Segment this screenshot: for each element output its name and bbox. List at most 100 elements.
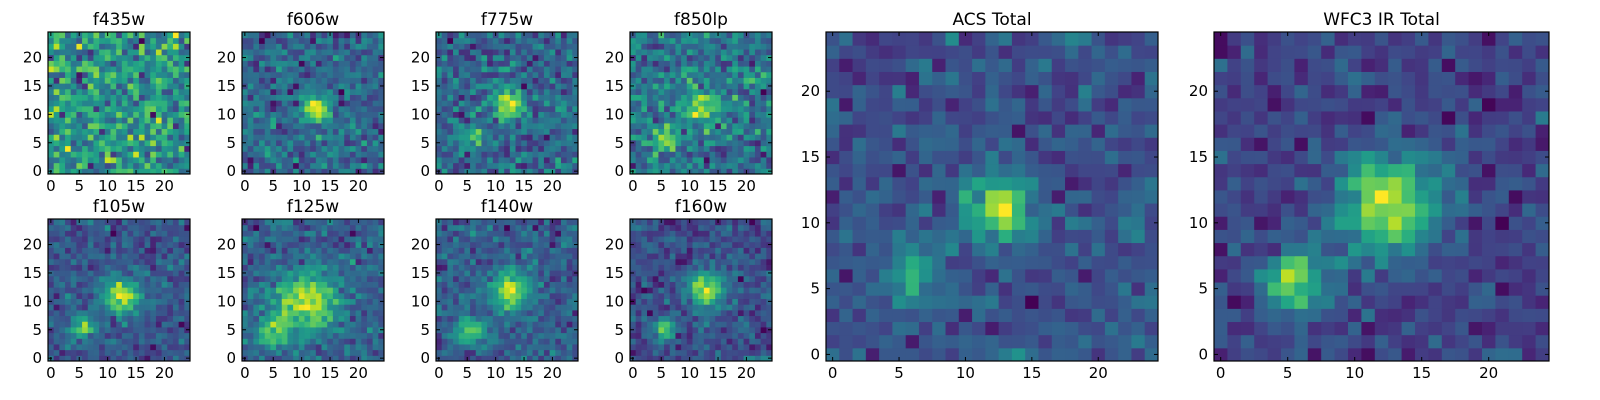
heatmap-cell bbox=[361, 94, 368, 101]
heatmap-cell bbox=[349, 355, 357, 362]
heatmap-cell bbox=[349, 134, 357, 141]
heatmap-cell bbox=[538, 309, 545, 317]
heatmap-cell bbox=[498, 117, 505, 124]
heatmap-cell bbox=[720, 60, 728, 67]
heatmap-cell bbox=[441, 355, 448, 362]
heatmap-cell bbox=[726, 151, 733, 158]
heatmap-cell bbox=[509, 66, 517, 73]
heatmap-cell bbox=[652, 54, 659, 61]
heatmap-cell bbox=[104, 156, 111, 164]
heatmap-cell bbox=[293, 105, 300, 113]
panel-title: f125w bbox=[287, 197, 339, 217]
heatmap-cell bbox=[572, 49, 579, 56]
heatmap-cell bbox=[315, 292, 323, 300]
heatmap-cell bbox=[686, 66, 693, 73]
heatmap-cell bbox=[572, 224, 579, 231]
heatmap-cell bbox=[82, 258, 89, 265]
heatmap-cell bbox=[470, 122, 477, 130]
heatmap-cell bbox=[447, 309, 454, 317]
heatmap-cell bbox=[538, 66, 545, 73]
heatmap-cell bbox=[641, 168, 648, 175]
heatmap-cell bbox=[59, 338, 66, 345]
heatmap-cell bbox=[436, 247, 443, 254]
heatmap-cell bbox=[93, 219, 100, 226]
axes-frame bbox=[47, 31, 191, 175]
heatmap-cell bbox=[715, 49, 722, 56]
heatmap-cell bbox=[715, 88, 722, 95]
heatmap-cell bbox=[526, 139, 534, 147]
heatmap-cell bbox=[686, 122, 693, 130]
heatmap-cell bbox=[138, 128, 146, 135]
heatmap-cell bbox=[458, 275, 465, 282]
heatmap-cell bbox=[253, 145, 260, 152]
heatmap-cell bbox=[572, 264, 579, 271]
heatmap-cell bbox=[281, 156, 288, 164]
heatmap-cell bbox=[161, 270, 168, 277]
heatmap-cell bbox=[70, 264, 77, 271]
heatmap-cell bbox=[287, 253, 294, 260]
heatmap-cell bbox=[70, 71, 77, 78]
heatmap-cell bbox=[475, 71, 482, 78]
heatmap-cell bbox=[264, 309, 271, 317]
heatmap-cell bbox=[287, 236, 294, 243]
heatmap-cell bbox=[675, 94, 682, 101]
heatmap-cell bbox=[127, 77, 134, 84]
heatmap-cell bbox=[82, 37, 89, 44]
heatmap-cell bbox=[698, 151, 705, 158]
heatmap-cell bbox=[355, 122, 362, 130]
heatmap-cell bbox=[760, 145, 767, 152]
heatmap-cell bbox=[504, 60, 511, 67]
heatmap-cell bbox=[59, 83, 66, 90]
heatmap-cell bbox=[344, 88, 351, 95]
heatmap-cell bbox=[566, 332, 573, 339]
heatmap-cell bbox=[492, 264, 499, 271]
heatmap-cell bbox=[178, 60, 185, 67]
heatmap-cell bbox=[144, 71, 151, 78]
heatmap-cell bbox=[167, 77, 174, 84]
heatmap-cell bbox=[441, 134, 448, 141]
heatmap-cell bbox=[366, 241, 374, 248]
heatmap-cell bbox=[515, 134, 522, 141]
heatmap-cell bbox=[526, 100, 534, 107]
heatmap-cell bbox=[53, 321, 60, 328]
heatmap-cell bbox=[270, 287, 277, 294]
heatmap-cell bbox=[144, 145, 151, 152]
heatmap-cell bbox=[172, 105, 180, 113]
heatmap-cell bbox=[492, 105, 499, 113]
heatmap-cell bbox=[766, 71, 773, 78]
heatmap-cell bbox=[709, 134, 716, 141]
heatmap-cell bbox=[59, 309, 66, 317]
heatmap-cell bbox=[338, 122, 345, 130]
heatmap-cell bbox=[65, 145, 72, 152]
heatmap-cell bbox=[242, 162, 249, 169]
heatmap-cell bbox=[310, 298, 317, 305]
heatmap-cell bbox=[349, 338, 357, 345]
heatmap-cell bbox=[281, 117, 288, 124]
heatmap-cell bbox=[732, 32, 739, 39]
heatmap-cell bbox=[93, 111, 100, 118]
heatmap-cell bbox=[304, 32, 311, 39]
heatmap-cell bbox=[630, 287, 637, 294]
heatmap-cell bbox=[366, 230, 374, 237]
heatmap-cell bbox=[458, 253, 465, 260]
heatmap-cell bbox=[155, 139, 163, 147]
heatmap-cell bbox=[59, 247, 66, 254]
heatmap-cell bbox=[641, 105, 648, 113]
heatmap-cell bbox=[458, 77, 465, 84]
heatmap-cell bbox=[87, 151, 94, 158]
heatmap-cell bbox=[754, 292, 762, 300]
heatmap-cell bbox=[281, 100, 288, 107]
heatmap-cell bbox=[378, 219, 385, 226]
heatmap-cell bbox=[355, 236, 362, 243]
heatmap-cell bbox=[492, 43, 499, 50]
heatmap-cell bbox=[178, 264, 185, 271]
heatmap-cell bbox=[65, 219, 72, 226]
heatmap-cell bbox=[344, 162, 351, 169]
heatmap-cell bbox=[355, 253, 362, 260]
heatmap-cell bbox=[298, 343, 305, 351]
heatmap-cell bbox=[720, 281, 728, 288]
heatmap-cell bbox=[93, 43, 100, 50]
heatmap-cell bbox=[184, 321, 191, 328]
heatmap-cell bbox=[669, 66, 676, 73]
heatmap-cell bbox=[487, 71, 494, 78]
